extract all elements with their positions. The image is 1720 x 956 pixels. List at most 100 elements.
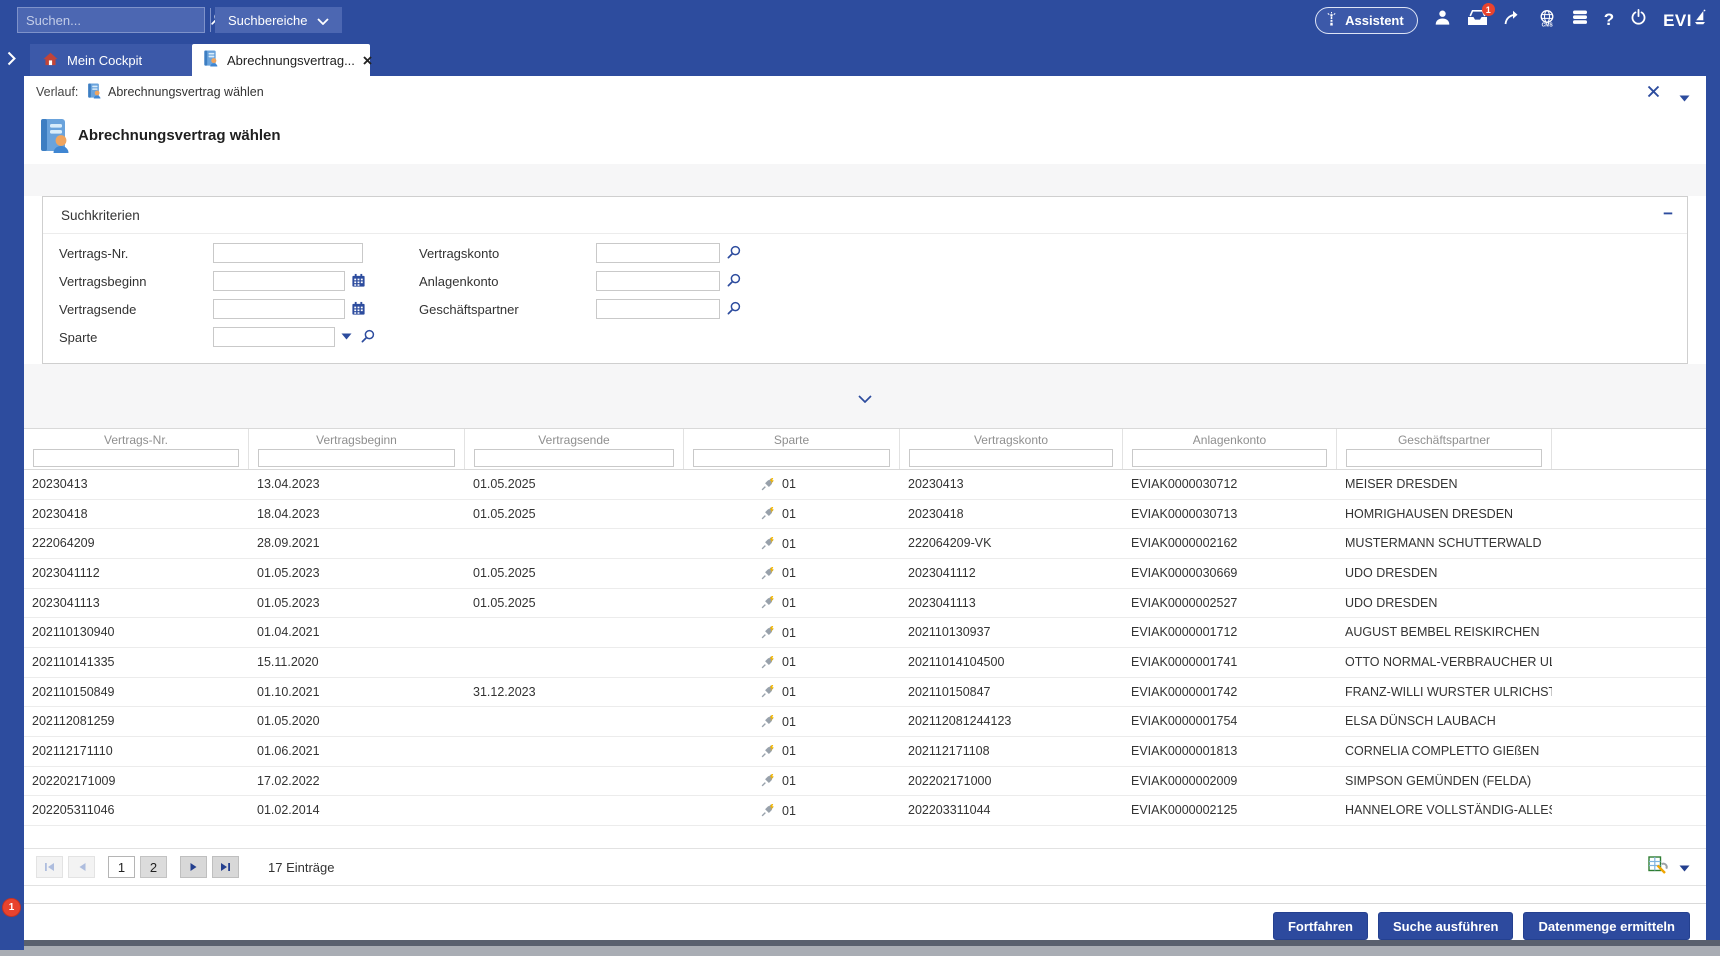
- suchbereiche-label: Suchbereiche: [228, 13, 308, 28]
- determine-dataset-button[interactable]: Datenmenge ermitteln: [1523, 912, 1690, 940]
- cell-vertrags-nr: 202112081259: [32, 714, 115, 728]
- column-filter-input[interactable]: [693, 449, 890, 467]
- vertragsende-input[interactable]: [213, 299, 345, 319]
- column-filter-input[interactable]: [474, 449, 674, 467]
- suchbereiche-button[interactable]: Suchbereiche: [215, 7, 342, 33]
- cell-geschaeftspartner: HOMRIGHAUSEN DRESDEN: [1345, 507, 1513, 521]
- column-header-geschaeftspartner[interactable]: Geschäftspartner: [1398, 433, 1490, 447]
- tab-mein-cockpit[interactable]: Mein Cockpit: [30, 44, 192, 76]
- column-filter-input[interactable]: [33, 449, 239, 467]
- tab-label: Abrechnungsvertrag...: [227, 53, 355, 68]
- sidebar-expand-button[interactable]: [7, 51, 16, 71]
- cell-vertragsende: 01.05.2025: [473, 566, 536, 580]
- cell-geschaeftspartner: OTTO NORMAL-VERBRAUCHER ULRI...: [1345, 655, 1552, 669]
- tab-label: Mein Cockpit: [67, 53, 142, 68]
- continue-button[interactable]: Fortfahren: [1273, 912, 1368, 940]
- global-search: [17, 7, 205, 33]
- verlauf-entry[interactable]: Abrechnungsvertrag wählen: [108, 85, 264, 99]
- cell-geschaeftspartner: AUGUST BEMBEL REISKIRCHEN: [1345, 625, 1540, 639]
- stack-button[interactable]: [1572, 10, 1588, 30]
- column-filter-input[interactable]: [1132, 449, 1327, 467]
- table-row[interactable]: 202202171009 17.02.2022 01 202202171000 …: [24, 767, 1706, 797]
- geschaeftspartner-input[interactable]: [596, 299, 720, 319]
- redo-button[interactable]: [1504, 10, 1522, 30]
- next-page-button[interactable]: [180, 856, 207, 878]
- collapse-panel-button[interactable]: −: [1663, 205, 1673, 222]
- close-view-icon[interactable]: [1647, 85, 1660, 103]
- electricity-sparte-icon: [761, 804, 774, 817]
- prev-page-button[interactable]: [68, 856, 95, 878]
- cell-vertragskonto: 20230418: [908, 507, 964, 521]
- export-menu-icon[interactable]: [1679, 859, 1690, 877]
- search-icon[interactable]: [361, 329, 375, 343]
- export-table-icon[interactable]: [1648, 856, 1669, 880]
- table-row[interactable]: 202205311046 01.02.2014 01 202203311044 …: [24, 796, 1706, 826]
- field-label: Geschäftspartner: [419, 299, 519, 321]
- logout-button[interactable]: [1630, 9, 1647, 31]
- user-button[interactable]: [1434, 9, 1451, 31]
- cell-vertragsbeginn: 01.06.2021: [257, 744, 320, 758]
- calendar-icon[interactable]: [351, 301, 366, 316]
- cell-anlagenkonto: EVIAK0000030669: [1131, 566, 1237, 580]
- tab-close-icon[interactable]: [363, 56, 372, 65]
- field-label: Sparte: [59, 327, 97, 349]
- column-filter-input[interactable]: [1346, 449, 1542, 467]
- expand-results-chevron-icon[interactable]: [858, 390, 872, 408]
- table-row[interactable]: 202110150849 01.10.2021 31.12.2023 01 20…: [24, 678, 1706, 708]
- sparte-input[interactable]: [213, 327, 335, 347]
- vertrags-nr-input[interactable]: [213, 243, 363, 263]
- column-header-vertragskonto[interactable]: Vertragskonto: [974, 433, 1048, 447]
- page-title: Abrechnungsvertrag wählen: [78, 108, 281, 164]
- column-header-sparte[interactable]: Sparte: [774, 433, 809, 447]
- search-input[interactable]: [18, 8, 210, 32]
- cell-vertragsende: 01.05.2025: [473, 477, 536, 491]
- page-button-2[interactable]: 2: [140, 856, 167, 878]
- redo-arrow-icon: [1504, 10, 1522, 30]
- view-menu-icon[interactable]: [1679, 89, 1690, 107]
- column-header-vertragsende[interactable]: Vertragsende: [538, 433, 609, 447]
- table-row[interactable]: 20230413 13.04.2023 01.05.2025 01 202304…: [24, 470, 1706, 500]
- electricity-sparte-icon: [761, 596, 774, 609]
- cell-vertrags-nr: 202110141335: [32, 655, 115, 669]
- field-label: Vertrags-Nr.: [59, 243, 128, 265]
- last-page-button[interactable]: [212, 856, 239, 878]
- execute-search-button[interactable]: Suche ausführen: [1378, 912, 1513, 940]
- help-button[interactable]: ?: [1604, 10, 1614, 30]
- cell-sparte: 01: [782, 500, 796, 528]
- search-icon[interactable]: [727, 301, 741, 315]
- notification-badge[interactable]: 1: [3, 899, 20, 916]
- user-icon: [1434, 9, 1451, 31]
- sailboat-icon: [1694, 9, 1706, 31]
- table-row[interactable]: 20230418 18.04.2023 01.05.2025 01 202304…: [24, 500, 1706, 530]
- inbox-button[interactable]: 1: [1467, 9, 1488, 31]
- search-icon[interactable]: [727, 245, 741, 259]
- table-row[interactable]: 222064209 28.09.2021 01 222064209-VK EVI…: [24, 529, 1706, 559]
- column-filter-input[interactable]: [258, 449, 455, 467]
- electricity-sparte-icon: [761, 626, 774, 639]
- anlagenkonto-input[interactable]: [596, 271, 720, 291]
- column-filter-input[interactable]: [909, 449, 1113, 467]
- right-frame-strip: [1706, 76, 1720, 940]
- table-row[interactable]: 202112081259 01.05.2020 01 2021120812441…: [24, 707, 1706, 737]
- electricity-sparte-icon: [761, 715, 774, 728]
- table-row[interactable]: 202112171110 01.06.2021 01 202112171108 …: [24, 737, 1706, 767]
- book-person-icon: [202, 50, 219, 70]
- cell-vertragsbeginn: 01.02.2014: [257, 803, 320, 817]
- vertragsbeginn-input[interactable]: [213, 271, 345, 291]
- globe-cms-button[interactable]: CMS: [1538, 9, 1556, 32]
- tab-abrechnungsvertrag[interactable]: Abrechnungsvertrag...: [192, 44, 370, 76]
- table-row[interactable]: 202110130940 01.04.2021 01 202110130937 …: [24, 618, 1706, 648]
- search-icon[interactable]: [727, 273, 741, 287]
- page-button-1[interactable]: 1: [108, 856, 135, 878]
- table-row[interactable]: 202110141335 15.11.2020 01 2021101410450…: [24, 648, 1706, 678]
- table-row[interactable]: 2023041113 01.05.2023 01.05.2025 01 2023…: [24, 589, 1706, 619]
- table-row[interactable]: 2023041112 01.05.2023 01.05.2025 01 2023…: [24, 559, 1706, 589]
- column-header-anlagenkonto[interactable]: Anlagenkonto: [1193, 433, 1266, 447]
- assistent-button[interactable]: Assistent: [1315, 7, 1418, 34]
- first-page-button[interactable]: [36, 856, 63, 878]
- dropdown-icon[interactable]: [341, 333, 352, 340]
- column-header-vertragsbeginn[interactable]: Vertragsbeginn: [316, 433, 397, 447]
- column-header-vertrags-nr[interactable]: Vertrags-Nr.: [104, 433, 168, 447]
- vertragskonto-input[interactable]: [596, 243, 720, 263]
- calendar-icon[interactable]: [351, 273, 366, 288]
